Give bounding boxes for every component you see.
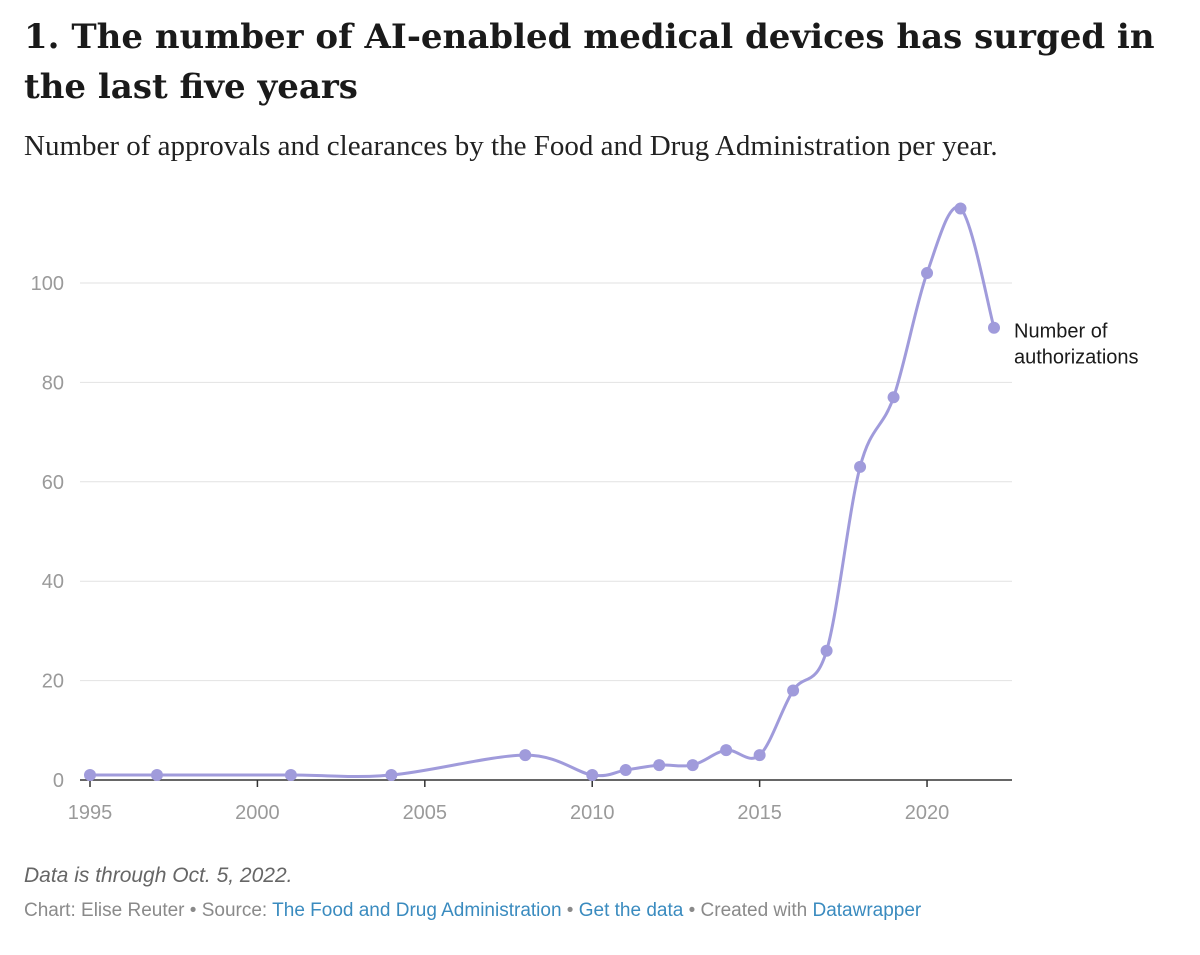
x-tick-label: 2020 xyxy=(905,802,950,824)
series-line xyxy=(90,205,996,778)
chart-note: Data is through Oct. 5, 2022. xyxy=(24,864,293,887)
data-point xyxy=(519,749,532,762)
y-tick-label: 40 xyxy=(42,571,64,593)
data-point xyxy=(84,769,96,782)
credit-text: Chart: Elise Reuter • Source: xyxy=(24,900,273,921)
y-tick-label: 0 xyxy=(53,770,64,792)
get-data-link[interactable]: Get the data xyxy=(578,900,684,921)
series-label-line: authorizations xyxy=(1014,347,1139,369)
y-tick-label: 100 xyxy=(31,273,64,295)
data-point xyxy=(753,749,766,762)
data-point xyxy=(921,267,934,280)
chart-footer: Chart: Elise Reuter • Source: The Food a… xyxy=(24,900,921,922)
y-tick-label: 60 xyxy=(42,472,64,494)
datawrapper-link[interactable]: Datawrapper xyxy=(812,900,922,921)
chart-title: 1. The number of AI-enabled medical devi… xyxy=(24,17,1155,107)
chart-subtitle: Number of approvals and clearances by th… xyxy=(24,130,998,162)
data-point xyxy=(284,769,297,782)
data-point xyxy=(150,769,163,782)
x-tick-label: 2015 xyxy=(737,802,782,824)
data-point xyxy=(686,759,699,772)
x-tick-label: 2000 xyxy=(235,802,280,824)
data-point xyxy=(586,769,599,782)
series-label-line: Number of xyxy=(1014,321,1108,343)
data-point xyxy=(619,764,632,777)
series-label: Number of authorizations xyxy=(1014,321,1139,369)
source-link[interactable]: The Food and Drug Administration xyxy=(272,900,562,921)
x-tick-label: 2010 xyxy=(570,802,615,824)
data-point xyxy=(385,769,398,782)
x-tick-label: 1995 xyxy=(68,802,113,824)
y-tick-label: 20 xyxy=(42,671,64,693)
data-point xyxy=(720,744,733,757)
x-tick-label: 2005 xyxy=(403,802,448,824)
separator: • xyxy=(561,900,579,921)
data-point xyxy=(653,759,666,772)
line-chart: 0 20 40 60 80 100 1995 2000 2005 2010 2015 2020 Numb… xyxy=(31,202,1139,824)
data-point xyxy=(988,321,1000,334)
data-point xyxy=(854,460,867,473)
data-point xyxy=(954,202,967,215)
data-point xyxy=(820,644,833,657)
created-with-text: • Created with xyxy=(683,900,813,921)
data-point xyxy=(787,684,800,697)
data-point xyxy=(887,391,900,404)
y-tick-label: 80 xyxy=(42,372,64,394)
